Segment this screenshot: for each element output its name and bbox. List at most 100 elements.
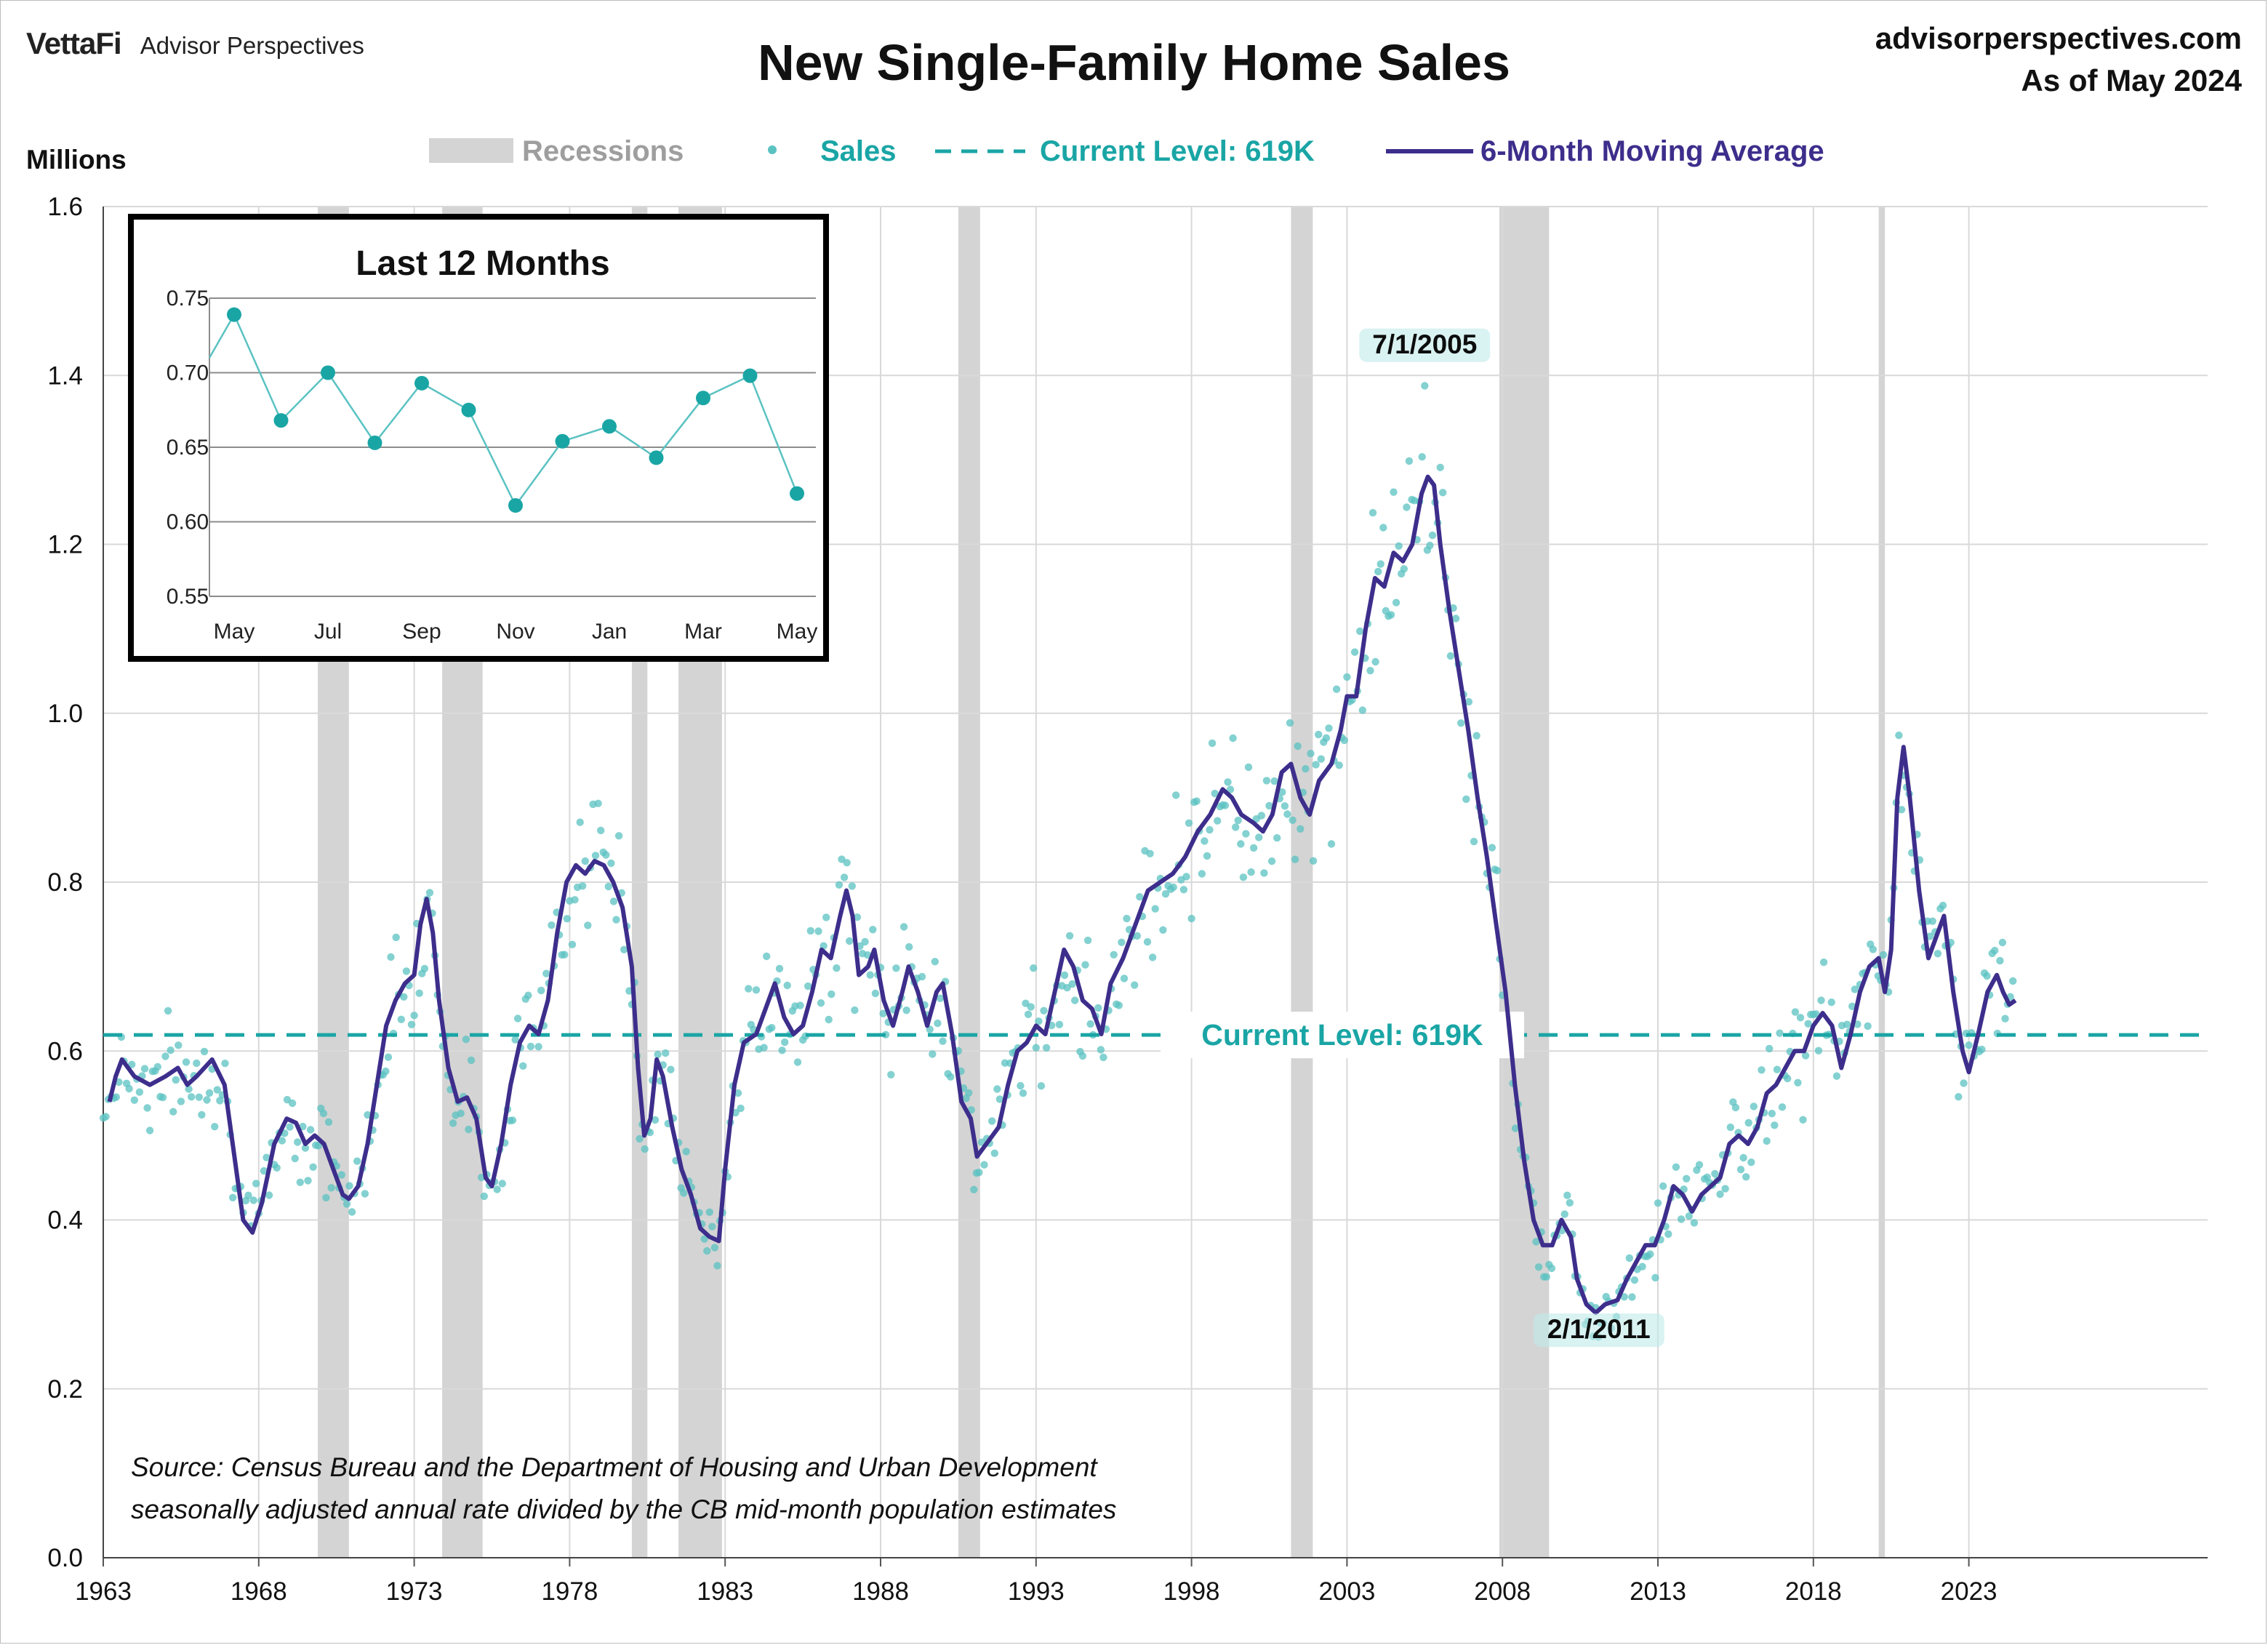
sales-point xyxy=(1281,802,1289,810)
sales-point xyxy=(745,985,753,993)
x-tick-label: 2023 xyxy=(1941,1577,1997,1606)
sales-point xyxy=(1387,611,1395,619)
sales-point xyxy=(193,1059,201,1068)
sales-point xyxy=(1426,541,1434,550)
sales-point xyxy=(1278,788,1286,796)
sales-point xyxy=(542,969,550,977)
sales-point xyxy=(1172,791,1180,799)
sales-point xyxy=(990,1149,999,1158)
sales-point xyxy=(1439,489,1447,497)
sales-point xyxy=(760,1044,768,1052)
annotation-bg xyxy=(1359,328,1491,362)
y-tick-label: 1.0 xyxy=(47,700,83,728)
sales-point xyxy=(1763,1137,1771,1145)
as-of-date: As of May 2024 xyxy=(2021,63,2242,97)
sales-point xyxy=(1819,958,1828,966)
sales-point xyxy=(195,1093,203,1101)
sales-point xyxy=(361,1190,369,1198)
annotation-bg xyxy=(1533,1313,1664,1348)
sales-point xyxy=(345,1182,353,1190)
sales-point xyxy=(1851,985,1859,993)
y-tick-label: 1.6 xyxy=(47,193,83,221)
sales-point xyxy=(526,1042,535,1051)
sales-point xyxy=(1534,1263,1543,1271)
sales-point xyxy=(128,1060,136,1069)
sales-point xyxy=(1019,1089,1027,1097)
sales-point xyxy=(286,1123,294,1131)
sales-point xyxy=(278,1137,286,1145)
sales-point xyxy=(203,1096,211,1104)
sales-point xyxy=(508,1116,517,1124)
sales-point xyxy=(597,826,605,835)
sales-point xyxy=(211,1123,219,1131)
sales-point xyxy=(462,1036,470,1044)
sales-point xyxy=(172,1076,180,1084)
sales-point xyxy=(1118,938,1126,947)
sales-point xyxy=(1283,810,1291,818)
sales-point xyxy=(934,1019,942,1028)
sales-point xyxy=(1436,463,1444,471)
sales-point xyxy=(1400,565,1409,573)
chart-title: New Single-Family Home Sales xyxy=(758,34,1510,91)
sales-point xyxy=(1297,825,1305,833)
sales-point xyxy=(667,1065,675,1073)
sales-point xyxy=(871,989,880,998)
sales-point xyxy=(1758,1066,1766,1074)
sales-point xyxy=(1796,1014,1805,1022)
inset-x-tick: Jul xyxy=(314,620,342,644)
sales-point xyxy=(153,1062,161,1071)
inset-x-tick: May xyxy=(214,620,255,644)
inset-point xyxy=(696,391,710,406)
sales-point xyxy=(975,1169,983,1177)
sales-point xyxy=(1879,950,1888,959)
sales-point xyxy=(1161,890,1170,898)
sales-point xyxy=(1187,914,1195,923)
sales-point xyxy=(1042,1044,1051,1052)
x-tick-label: 1978 xyxy=(541,1577,598,1606)
sales-point xyxy=(511,1036,519,1044)
inset-point xyxy=(414,375,429,391)
sales-point xyxy=(713,1262,721,1270)
sales-point xyxy=(1358,706,1367,714)
sales-point xyxy=(1273,834,1281,842)
sales-point xyxy=(397,1015,405,1024)
sales-point xyxy=(899,923,908,931)
sales-point xyxy=(1120,974,1129,982)
sales-point xyxy=(796,1001,804,1009)
sales-point xyxy=(651,1116,660,1124)
sales-point xyxy=(221,1060,229,1068)
sales-point xyxy=(1472,732,1480,740)
sales-point xyxy=(1854,1020,1862,1028)
sales-point xyxy=(1327,840,1336,848)
inset-point xyxy=(367,435,382,450)
sales-point xyxy=(1560,1210,1568,1218)
sales-point xyxy=(145,1126,154,1134)
sales-point xyxy=(995,1095,1004,1103)
legend: Recessions Sales Current Level: 619K 6-Mont… xyxy=(429,135,1824,167)
brand-logo: VettaFi xyxy=(26,26,122,60)
sales-point xyxy=(1032,1044,1041,1052)
sales-point xyxy=(1322,734,1331,742)
sales-point xyxy=(249,1196,257,1204)
sales-point xyxy=(1451,615,1460,623)
sales-point xyxy=(1791,1008,1800,1016)
sales-point xyxy=(752,986,761,994)
annotation-label: 7/1/2005 xyxy=(1372,329,1477,359)
sales-point xyxy=(1690,1219,1699,1227)
sales-point xyxy=(1392,599,1401,607)
site-url[interactable]: advisorperspectives.com xyxy=(1875,21,2242,55)
sales-point xyxy=(164,1006,172,1015)
sales-point xyxy=(680,1189,688,1197)
sales-point xyxy=(319,1109,328,1118)
sales-point xyxy=(384,1053,393,1061)
x-tick-label: 2008 xyxy=(1474,1577,1531,1606)
sales-point xyxy=(1115,1001,1123,1009)
sales-point xyxy=(609,897,618,905)
sales-point xyxy=(1086,1020,1094,1028)
sales-point xyxy=(1151,905,1159,913)
sales-point xyxy=(1547,1264,1556,1273)
inset-x-tick: Nov xyxy=(496,620,534,644)
sales-point xyxy=(1750,1102,1758,1110)
sales-point xyxy=(288,1099,297,1108)
sales-point xyxy=(1766,1044,1774,1053)
